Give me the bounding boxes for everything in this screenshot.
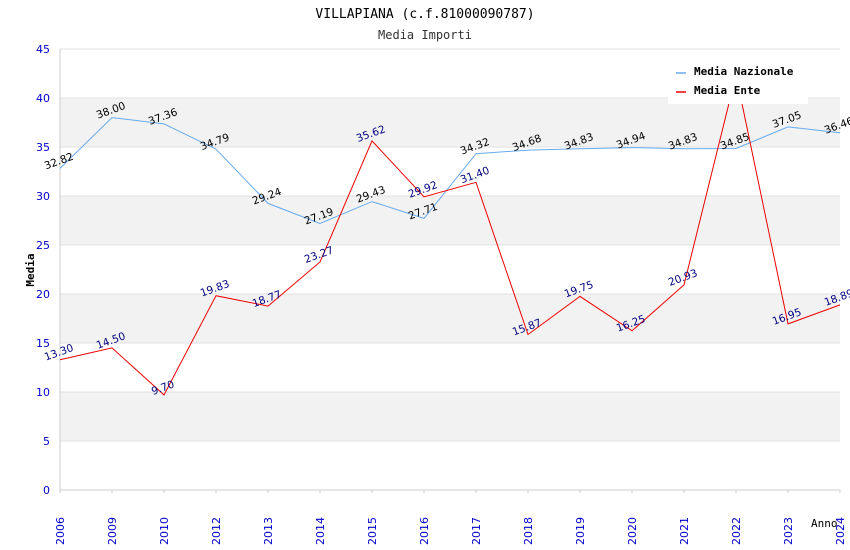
- grid-band: [60, 245, 840, 294]
- y-tick-label: 5: [43, 435, 50, 448]
- grid-band: [60, 147, 840, 196]
- chart-subtitle: Media Importi: [378, 28, 472, 42]
- series-line-media-nazionale: [59, 117, 841, 225]
- grid-band: [60, 392, 840, 441]
- grid-band: [60, 196, 840, 245]
- series-lines: [59, 74, 841, 396]
- legend-box: [668, 58, 808, 104]
- x-tick-label: 2024: [834, 517, 847, 545]
- legend-label-ente: Media Ente: [694, 84, 761, 97]
- x-tick-label: 2020: [626, 517, 639, 545]
- grid-band: [60, 98, 840, 147]
- y-tick-label: 15: [36, 337, 50, 350]
- x-tick-label: 2023: [782, 517, 795, 545]
- y-tick-label: 25: [36, 239, 50, 252]
- chart-title: VILLAPIANA (c.f.81000090787): [315, 7, 534, 22]
- x-axis-label: Anno: [811, 517, 838, 530]
- series-line-media-ente: [59, 74, 841, 396]
- axes: [59, 49, 840, 491]
- x-tick-label: 2019: [574, 517, 587, 545]
- y-tick-label: 40: [36, 92, 50, 105]
- x-tick-label: 2014: [314, 517, 327, 545]
- grid-band: [60, 441, 840, 490]
- x-tick-label: 2012: [210, 517, 223, 545]
- x-tick-label: 2010: [158, 517, 171, 545]
- y-tick-label: 45: [36, 43, 50, 56]
- legend: Media Nazionale Media Ente: [668, 58, 808, 104]
- legend-label-nazionale: Media Nazionale: [694, 65, 794, 78]
- y-tick-label: 20: [36, 288, 50, 301]
- y-tick-label: 10: [36, 386, 50, 399]
- x-tick-label: 2013: [262, 517, 275, 545]
- x-tick-label: 2017: [470, 517, 483, 545]
- y-tick-label: 0: [43, 484, 50, 497]
- x-tick-label: 2016: [418, 517, 431, 545]
- x-tick-label: 2006: [54, 517, 67, 545]
- grid-bands: [60, 49, 840, 490]
- x-tick-label: 2022: [730, 517, 743, 545]
- x-tick-label: 2021: [678, 517, 691, 545]
- y-tick-labels: 0 5 10 15 20 25 30 35 40 45: [36, 43, 50, 497]
- y-tick-label: 30: [36, 190, 50, 203]
- y-axis-label: Media: [24, 253, 37, 286]
- x-tick-label: 2015: [366, 517, 379, 545]
- y-tick-label: 35: [36, 141, 50, 154]
- x-tick-labels: 2006 2009 2010 2012 2013 2014 2015 2016 2017 2018…: [54, 490, 847, 545]
- x-tick-label: 2009: [106, 517, 119, 545]
- grid-lines: [60, 48, 840, 491]
- grid-band: [60, 294, 840, 343]
- x-tick-label: 2018: [522, 517, 535, 545]
- grid-band: [60, 343, 840, 392]
